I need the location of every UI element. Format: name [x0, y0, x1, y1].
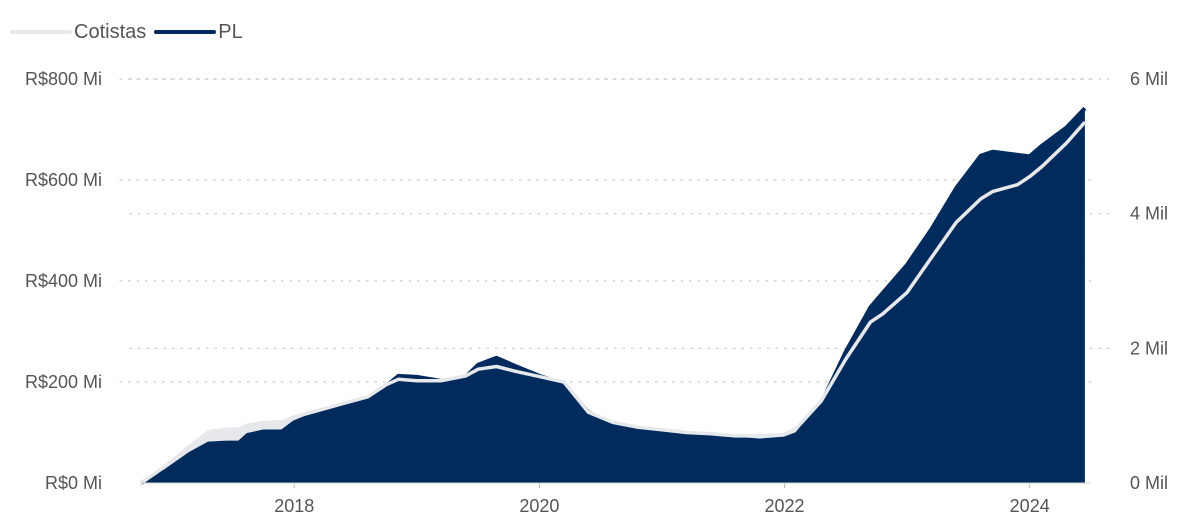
legend-swatch-cotistas	[10, 30, 72, 34]
legend-item-pl[interactable]: PL	[154, 20, 243, 44]
y-left-tick-label: R$200 Mi	[25, 372, 102, 392]
legend: Cotistas PL	[10, 19, 251, 45]
x-tick-label: 2020	[519, 496, 559, 515]
legend-label-cotistas: Cotistas	[74, 20, 147, 43]
y-left-tick-label: R$0 Mi	[45, 473, 102, 493]
y-right-tick-label: 2 Mil	[1130, 338, 1168, 358]
legend-label-pl: PL	[218, 20, 243, 43]
y-right-tick-label: 0 Mil	[1130, 473, 1168, 493]
axes: R$0 Mi R$200 Mi R$400 Mi R$600 Mi R$800 Mi 0 …	[25, 69, 1168, 515]
y-right-tick-label: 4 Mil	[1130, 204, 1168, 224]
y-left-tick-label: R$400 Mi	[25, 271, 102, 291]
legend-swatch-pl	[154, 30, 217, 34]
plot-area	[140, 106, 1087, 485]
series-cotistas-line	[140, 120, 1087, 485]
legend-item-cotistas[interactable]: Cotistas	[10, 21, 146, 44]
y-left-tick-label: R$600 Mi	[25, 170, 102, 190]
series-pl-area	[141, 108, 1085, 484]
x-tick-label: 2024	[1010, 496, 1050, 515]
x-tick-label: 2022	[765, 496, 805, 515]
y-right-tick-label: 6 Mil	[1130, 69, 1168, 89]
x-tick-label: 2018	[274, 496, 314, 515]
y-left-tick-label: R$800 Mi	[25, 69, 102, 89]
